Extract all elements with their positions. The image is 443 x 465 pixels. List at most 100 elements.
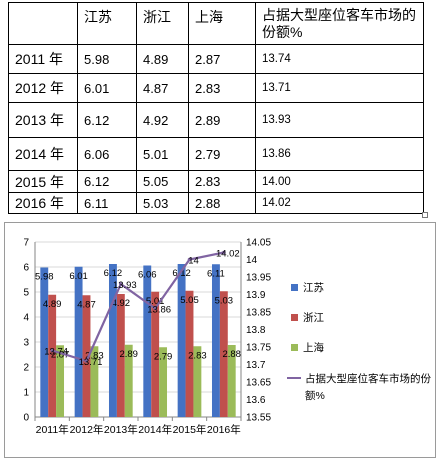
line-point [84,359,89,363]
table-header-cell [8,2,78,45]
bar [40,267,49,417]
line-data-label: 13.93 [113,280,137,291]
y-right-tick-label: 14 [246,255,258,266]
bar [48,294,57,417]
table-row: 2014 年 6.06 5.01 2.79 13.86 [8,137,424,171]
table-cell: 2.83 [188,73,256,103]
table-row: 2015 年 6.12 5.05 2.83 14.00 [8,170,424,193]
line-point [153,306,157,311]
x-tick-label: 2015年 [173,423,207,436]
table-cell: 2011 年 [8,44,78,74]
bar [56,345,65,417]
bar [143,265,152,417]
line-data-label: 13.86 [147,305,171,316]
table-cell: 2015 年 [8,170,78,193]
table-cell: 13.93 [255,102,424,138]
y-left-tick-label: 6 [23,263,29,274]
y-right-tick-label: 14.05 [246,238,271,249]
x-tick-label: 2016年 [207,423,241,436]
bar [211,264,220,417]
bar-data-label: 2.83 [85,350,104,361]
x-tick-label: 2011年 [36,423,69,436]
table-row: 2011 年 5.98 4.89 2.87 13.74 [8,44,424,74]
table-header-cell: 江苏 [77,2,137,45]
legend-swatch [291,284,298,291]
table-cell: 14.02 [255,192,424,214]
bar [124,344,133,417]
bar-data-label: 6.06 [138,270,157,281]
y-left-tick-label: 4 [23,313,29,324]
line-point [50,348,54,353]
table-cell: 5.05 [136,170,189,193]
bar-data-label: 2.87 [51,349,70,360]
line-data-label: 14 [188,256,199,267]
y-left-tick-label: 3 [23,338,29,349]
bar [90,346,99,417]
bar-data-label: 6.01 [69,271,88,282]
bar [177,264,186,417]
bar [108,264,117,417]
table-cell: 2.79 [188,137,256,171]
bar [74,266,83,417]
table-resize-handle[interactable] [422,212,428,218]
table-cell: 2.88 [188,192,256,214]
table-cell: 2013 年 [8,102,78,138]
table-cell: 13.71 [255,73,424,103]
table-row: 2013 年 6.12 4.92 2.89 13.93 [8,102,424,138]
line-point [119,282,123,286]
table-cell: 4.92 [136,102,189,138]
legend-swatch [291,344,298,351]
y-right-tick-label: 13.9 [246,290,266,301]
bar [185,290,194,417]
y-left-tick-label: 1 [23,388,29,399]
table-header-cell: 占据大型座位客车市场的份额% [255,2,424,45]
bar [227,345,236,417]
table-cell: 13.86 [255,137,424,171]
table-cell: 14.00 [255,170,424,193]
bar-data-label: 5.03 [215,295,234,306]
line-point [187,257,192,262]
table-cell: 2014 年 [8,137,78,171]
bar-data-label: 2.89 [119,349,138,360]
table-cell: 6.12 [77,170,137,193]
table-row: 2016 年 6.11 5.03 2.88 14.02 [8,192,424,214]
bar-data-label: 4.92 [112,298,131,309]
bar-data-label: 4.89 [43,299,62,310]
table-cell: 6.01 [77,73,137,103]
y-left-tick-label: 0 [23,413,29,424]
table-cell: 6.11 [77,192,137,214]
y-right-tick-label: 13.7 [246,360,266,371]
bar [219,291,228,417]
legend-label: 上海 [303,341,324,354]
y-right-tick-label: 13.6 [246,395,266,406]
table-cell: 2.89 [188,102,256,138]
share-line [51,251,225,363]
bar-data-label: 5.05 [180,295,199,306]
line-point [222,250,226,255]
y-right-tick-label: 13.55 [246,413,271,424]
bar-data-label: 2.88 [222,349,241,360]
legend-label: 浙江 [303,312,324,324]
table-cell: 2.83 [188,170,256,193]
y-right-tick-label: 13.95 [246,273,271,284]
y-right-tick-label: 13.75 [246,343,271,354]
bar-data-label: 5.98 [35,272,54,283]
table-cell: 2016 年 [8,192,78,214]
y-right-tick-label: 13.65 [246,378,271,389]
bar-data-label: 2.79 [154,351,173,362]
bar-data-label: 6.12 [172,268,191,279]
table-header-row: 江苏 浙江 上海 占据大型座位客车市场的份额% [8,2,424,45]
combo-chart: 0 1 2 3 4 5 6 7 13.55 13.6 13.65 13.7 13.75 13.8 13.85… [23,238,431,437]
line-data-label: 14.02 [216,249,240,260]
bar [151,291,160,417]
x-tick-label: 2014年 [138,423,172,436]
bar [159,347,168,417]
table-cell: 13.74 [255,44,424,74]
line-data-label: 13.74 [44,347,68,358]
table-cell: 2.87 [188,44,256,74]
table-row: 2012 年 6.01 4.87 2.83 13.71 [8,73,424,103]
table-cell: 6.12 [77,102,137,138]
bar-data-label: 6.11 [207,268,225,279]
legend-swatch [291,314,298,321]
legend-label: 江苏 [303,281,324,294]
